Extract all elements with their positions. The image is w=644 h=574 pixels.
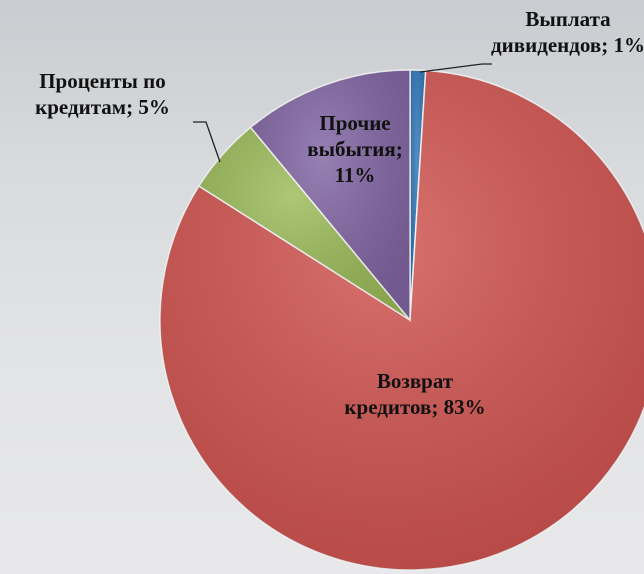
data-label: Проценты по кредитам; 5%: [10, 68, 195, 120]
value-label: 11%: [334, 163, 376, 187]
label-separator: ;: [126, 95, 134, 119]
leader-line: [419, 63, 492, 73]
value-label: 83%: [443, 395, 486, 419]
category-name: Возврат кредитов: [344, 369, 454, 419]
data-label: Выплата дивидендов; 1%: [488, 6, 644, 58]
value-label: 5%: [138, 95, 170, 119]
data-label: Возврат кредитов; 83%: [330, 368, 500, 420]
label-separator: ;: [601, 33, 609, 57]
slice-shade: [160, 70, 644, 570]
category-name: Выплата дивидендов: [491, 7, 611, 57]
leader-line: [193, 121, 221, 163]
label-separator: ;: [395, 137, 403, 161]
data-label: Прочие выбытия; 11%: [290, 110, 420, 188]
slice-shade: [198, 127, 410, 320]
value-label: 1%: [613, 33, 644, 57]
slice-shade: [250, 70, 410, 320]
label-separator: ;: [431, 395, 439, 419]
category-name: Прочие выбытия: [307, 111, 396, 161]
category-name: Проценты по кредитам: [35, 69, 166, 119]
